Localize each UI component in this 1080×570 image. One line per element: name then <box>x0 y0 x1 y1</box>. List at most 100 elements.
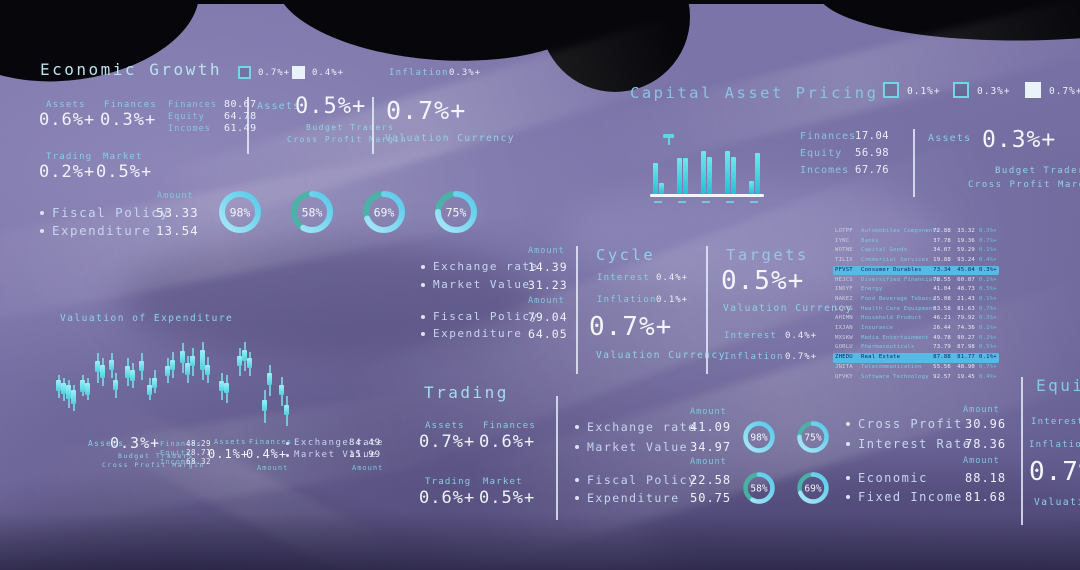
sector-cell: Pharmaceuticals <box>861 344 915 351</box>
sector-row[interactable]: IXJAN Insurance 26.44 74.36 0.1%+ <box>833 324 999 334</box>
sector-row[interactable]: ZHEDU Real Estate 87.88 81.77 0.1%+ <box>833 353 999 363</box>
sector-row[interactable]: NAKEZ Food Beverage Tobacco 25.08 21.43 0.1%… <box>833 295 999 305</box>
sector-row[interactable]: TILIX Commercial Services 19.88 93.24 0.4%+ <box>833 256 999 266</box>
list-item-label: Economic <box>858 471 928 485</box>
mini-value: 80.67 <box>224 99 257 110</box>
divider <box>247 97 249 154</box>
axis-tick <box>726 201 734 203</box>
row-label: Interest <box>724 331 777 341</box>
list-item-label: Cross Profit <box>858 417 963 431</box>
sector-row[interactable]: AHIMN Household Product 46.21 79.92 0.3%+ <box>833 314 999 324</box>
legend-checkbox[interactable] <box>883 82 899 98</box>
bullet-icon <box>421 264 425 269</box>
sector-row[interactable]: PFVST Consumer Durables 73.34 45.84 0.3%+ <box>833 265 999 276</box>
sector-row[interactable]: GORLU Pharmaceuticals 73.79 87.98 0.5%+ <box>833 343 999 353</box>
list-item-value: 30.96 <box>965 417 1007 431</box>
legend-label: 0.7%+ <box>258 68 291 78</box>
legend-checkbox[interactable] <box>238 66 251 79</box>
candlestick <box>165 366 170 376</box>
capital-asset-pricing-title: Capital Asset Pricing <box>630 84 879 102</box>
list-item-label: Exchange rate <box>294 438 384 448</box>
list-item: Cross Profit <box>846 417 963 431</box>
sector-row[interactable]: HEJCS Diversified Financials 78.55 60.07 0.2… <box>833 276 999 286</box>
list-item: Fixed Income <box>846 490 963 504</box>
sector-cell: INOYF <box>835 286 853 293</box>
list-item-value: 79.04 <box>528 310 568 324</box>
bullet-icon <box>575 478 579 482</box>
sector-row[interactable]: JNITA Telecommunication 55.56 48.90 0.7%+ <box>833 363 999 373</box>
sector-cell: 0.3%+ <box>979 315 997 322</box>
sector-row[interactable]: QFVKY Software Technology 92.57 19.45 0.4%+ <box>833 373 999 383</box>
sector-cell: 0.7%+ <box>979 305 997 312</box>
candlestick <box>247 358 252 368</box>
candlestick <box>85 383 90 395</box>
row-label: Inflation <box>724 352 784 362</box>
amount-header: Amount <box>690 457 727 467</box>
sector-cell: 0.5%+ <box>979 286 997 293</box>
amount-header: Amount <box>963 405 1000 415</box>
list-item-label: Market Value <box>433 278 531 291</box>
stat-label: Assets <box>46 100 86 110</box>
candlestick <box>219 381 224 391</box>
sector-cell: PFVST <box>835 266 853 273</box>
legend-checkbox[interactable] <box>1025 82 1041 98</box>
mini-label: Finances <box>800 131 857 142</box>
candlestick <box>205 365 210 375</box>
row-value: 0.7%+ <box>785 352 818 362</box>
list-item-value: 88.18 <box>965 471 1007 485</box>
stat-label: Finances <box>104 100 157 110</box>
candlestick <box>152 378 157 388</box>
sector-cell: 41.04 <box>933 286 951 293</box>
bar <box>731 157 736 194</box>
candlestick <box>262 400 267 411</box>
sector-row[interactable]: IYNC Banks 37.78 19.36 0.7%+ <box>833 237 999 247</box>
sector-cell: 78.55 <box>933 276 951 283</box>
sector-row[interactable]: WOTNE Capital Goods 34.07 59.29 0.1%+ <box>833 246 999 256</box>
big-value: 0.7%+ <box>386 96 467 125</box>
sector-cell: 0.1%+ <box>979 354 997 361</box>
equity-title: Equity <box>1036 376 1080 395</box>
sector-cell: 21.43 <box>957 295 975 302</box>
mini-label: Finances <box>168 100 217 110</box>
sector-cell: HEJCS <box>835 276 853 283</box>
list-item-value: 15.99 <box>349 450 382 460</box>
list-item: Fiscal Policy <box>421 310 539 323</box>
legend-checkbox[interactable] <box>292 66 305 79</box>
sector-cell: Food Beverage Tobacco <box>861 295 936 302</box>
sector-cell: 60.07 <box>957 276 975 283</box>
sector-row[interactable]: LCHYG Health Care Equipment 83.58 81.63 0.7%… <box>833 305 999 315</box>
sector-row[interactable]: MXSKW Media Entertainment 49.78 90.27 0.2%+ <box>833 334 999 344</box>
candlestick <box>113 380 118 390</box>
list-item-label: Market Value <box>587 440 689 454</box>
sector-cell: Insurance <box>861 325 894 331</box>
sector-row[interactable]: INOYF Energy 41.04 48.73 0.5%+ <box>833 285 999 295</box>
candlestick <box>170 360 175 370</box>
list-item: Fiscal Policy <box>40 205 169 220</box>
bullet-icon <box>286 441 289 445</box>
legend-checkbox[interactable] <box>953 82 969 98</box>
sector-row[interactable]: LOTPF Automobiles Components 72.88 33.32 0.3… <box>833 227 999 237</box>
sector-cell: 25.08 <box>933 295 951 302</box>
big-value: 0.5%+ <box>721 266 805 296</box>
amount-header: Amount <box>528 296 565 306</box>
list-item: Fiscal Policy <box>575 473 697 487</box>
economic-growth-title: Economic Growth <box>40 60 222 79</box>
candlestick-chart <box>48 328 340 438</box>
bullet-icon <box>40 228 44 233</box>
stat-value: 0.6%+ <box>39 110 96 130</box>
list-item: Interest Rate <box>846 437 971 451</box>
divider <box>913 129 915 197</box>
list-item: Market Value <box>421 278 530 291</box>
legend-label: 0.4%+ <box>312 68 345 78</box>
sector-cell: NAKEZ <box>835 295 853 302</box>
bullet-icon <box>421 331 425 336</box>
sector-cell: 48.73 <box>957 286 975 293</box>
bar <box>749 181 754 194</box>
sector-cell: 92.57 <box>933 373 951 380</box>
stat-value: 0.5%+ <box>96 162 153 182</box>
list-item-label: Expenditure <box>587 491 680 505</box>
sector-cell: Diversified Financials <box>861 276 940 283</box>
assets-sub: Cross Profit Margin <box>968 180 1080 190</box>
sector-cell: 46.21 <box>933 315 951 322</box>
sector-cell: Health Care Equipment <box>861 305 936 312</box>
